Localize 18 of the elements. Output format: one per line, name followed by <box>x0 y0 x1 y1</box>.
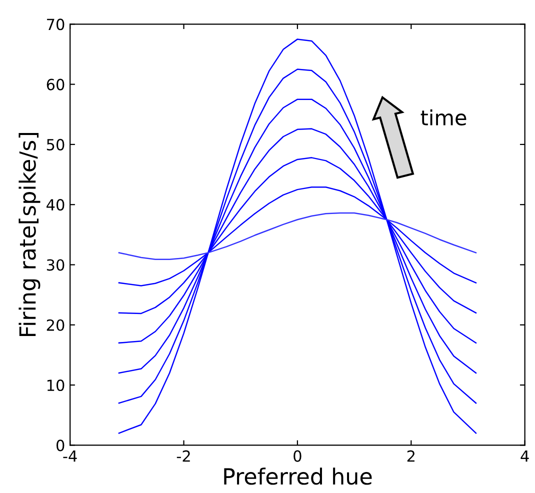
y-axis-title: Firing rate[spike/s] <box>18 133 40 336</box>
y-tick-label: 70 <box>47 18 64 30</box>
line-series <box>118 38 477 434</box>
y-tick-label: 30 <box>46 259 64 271</box>
x-tick-label: -2 <box>176 450 190 462</box>
annotation: time <box>420 109 466 126</box>
y-tick-label: 40 <box>46 199 64 211</box>
x-tick-label: 4 <box>520 450 529 462</box>
x-tick-label: 0 <box>294 450 302 462</box>
x-axis-title: Preferred hue <box>224 468 372 485</box>
y-tick-label: 0 <box>56 440 64 452</box>
x-tick-label: -4 <box>63 450 77 462</box>
y-tick-label: 50 <box>46 138 64 150</box>
y-tick-label: 10 <box>47 380 64 392</box>
line-series <box>118 212 477 260</box>
x-tick-label: 2 <box>407 450 414 462</box>
y-tick-label: 20 <box>46 319 64 331</box>
y-tick-label: 60 <box>46 78 64 90</box>
